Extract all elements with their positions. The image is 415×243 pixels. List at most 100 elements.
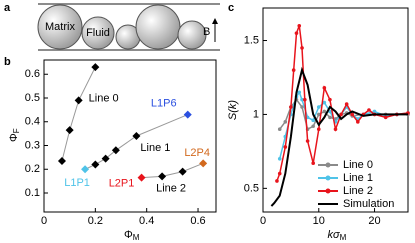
marker bbox=[291, 68, 296, 72]
marker bbox=[289, 105, 293, 109]
series-line bbox=[276, 25, 409, 182]
x-tick-label: 20 bbox=[368, 215, 380, 227]
point bbox=[81, 165, 90, 174]
sphere bbox=[135, 4, 181, 50]
sphere bbox=[37, 4, 83, 50]
marker bbox=[383, 115, 388, 120]
y-tick-label: 0.1 bbox=[25, 187, 40, 199]
y-tick-label: 1 bbox=[253, 108, 259, 120]
y-tick-label: 0.5 bbox=[25, 92, 40, 104]
marker bbox=[300, 97, 304, 102]
x-axis-label-sub: M bbox=[340, 233, 347, 242]
marker bbox=[311, 161, 315, 166]
x-axis-label: kσM bbox=[328, 229, 347, 242]
y-axis-label: ΦF bbox=[8, 128, 21, 142]
point bbox=[101, 154, 110, 163]
marker bbox=[344, 102, 349, 106]
marker bbox=[316, 127, 321, 132]
x-tick-label: 10 bbox=[313, 215, 325, 227]
y-tick-label: 0.5 bbox=[244, 182, 259, 194]
panel-label: a bbox=[4, 2, 11, 14]
series-label: Line 2 bbox=[156, 182, 186, 194]
marker bbox=[303, 97, 307, 102]
legend-marker bbox=[325, 188, 331, 194]
legend-marker bbox=[325, 162, 331, 168]
marker bbox=[316, 112, 321, 117]
marker bbox=[300, 105, 304, 109]
point bbox=[65, 126, 74, 135]
y-tick-label: 0.3 bbox=[25, 139, 40, 151]
x-axis-label-main: kσ bbox=[328, 229, 341, 241]
marker bbox=[367, 108, 371, 112]
legend-label: Simulation bbox=[343, 198, 394, 210]
marker bbox=[311, 124, 315, 129]
arrow-head bbox=[212, 18, 218, 24]
marker bbox=[350, 112, 355, 117]
y-axis-label-main: Φ bbox=[8, 133, 20, 142]
series-line bbox=[84, 114, 188, 170]
point bbox=[91, 160, 100, 169]
point-label: L2P4 bbox=[184, 147, 210, 159]
panel-label: b bbox=[4, 56, 11, 68]
marker bbox=[356, 120, 360, 124]
marker bbox=[283, 145, 288, 149]
channel-diagram: Matrix Fluid B bbox=[37, 3, 220, 51]
marker bbox=[333, 127, 338, 132]
series-line bbox=[61, 66, 96, 162]
label: Fluid bbox=[86, 27, 110, 39]
point bbox=[91, 63, 100, 72]
sphere bbox=[177, 20, 207, 50]
y-axis-label-sub: F bbox=[12, 128, 21, 133]
y-tick-label: 0.6 bbox=[25, 68, 40, 80]
legend-label: Line 2 bbox=[343, 185, 373, 197]
marker bbox=[305, 139, 310, 143]
x-axis-label-sub: M bbox=[133, 233, 140, 242]
marker bbox=[322, 100, 327, 105]
point bbox=[199, 159, 208, 168]
legend-label: Line 1 bbox=[343, 172, 373, 184]
point bbox=[137, 173, 146, 182]
x-axis-label: ΦM bbox=[124, 229, 140, 242]
x-tick-label: 0 bbox=[260, 215, 266, 227]
x-axis-label-main: Φ bbox=[124, 229, 133, 241]
marker bbox=[283, 120, 288, 124]
marker bbox=[277, 171, 282, 176]
x-tick-label: 0.6 bbox=[190, 215, 205, 227]
plot-frame bbox=[43, 59, 217, 213]
x-tick-label: 0.2 bbox=[88, 215, 103, 227]
marker bbox=[297, 90, 302, 95]
marker bbox=[316, 105, 321, 109]
marker bbox=[328, 97, 332, 102]
point-label: L1P1 bbox=[64, 177, 90, 189]
marker bbox=[322, 109, 327, 114]
label: B bbox=[203, 26, 210, 38]
series-line bbox=[141, 162, 204, 179]
sphere bbox=[81, 16, 115, 50]
marker bbox=[311, 118, 315, 123]
y-tick-label: 0.4 bbox=[25, 116, 40, 128]
point-label: L1P6 bbox=[151, 98, 177, 110]
series-line bbox=[270, 66, 408, 207]
y-tick-label: 1.5 bbox=[244, 34, 259, 46]
y-axis-label: S(k) bbox=[227, 100, 239, 121]
label: Matrix bbox=[45, 21, 75, 33]
x-tick-label: 0.4 bbox=[139, 215, 154, 227]
marker bbox=[294, 31, 299, 35]
point-label: L2P1 bbox=[109, 177, 135, 189]
marker bbox=[328, 115, 332, 120]
y-tick-label: 0.2 bbox=[25, 163, 40, 175]
x-tick-label: 0 bbox=[41, 215, 47, 227]
marker bbox=[300, 46, 304, 50]
point bbox=[178, 167, 187, 176]
legend-label: Line 0 bbox=[343, 159, 373, 171]
marker bbox=[275, 179, 279, 183]
marker bbox=[277, 127, 282, 132]
series-label: Line 0 bbox=[89, 92, 119, 104]
marker bbox=[339, 112, 343, 117]
point bbox=[111, 146, 120, 155]
point bbox=[132, 132, 141, 140]
plot-frame bbox=[262, 7, 409, 213]
point bbox=[183, 110, 192, 119]
marker bbox=[322, 86, 327, 90]
